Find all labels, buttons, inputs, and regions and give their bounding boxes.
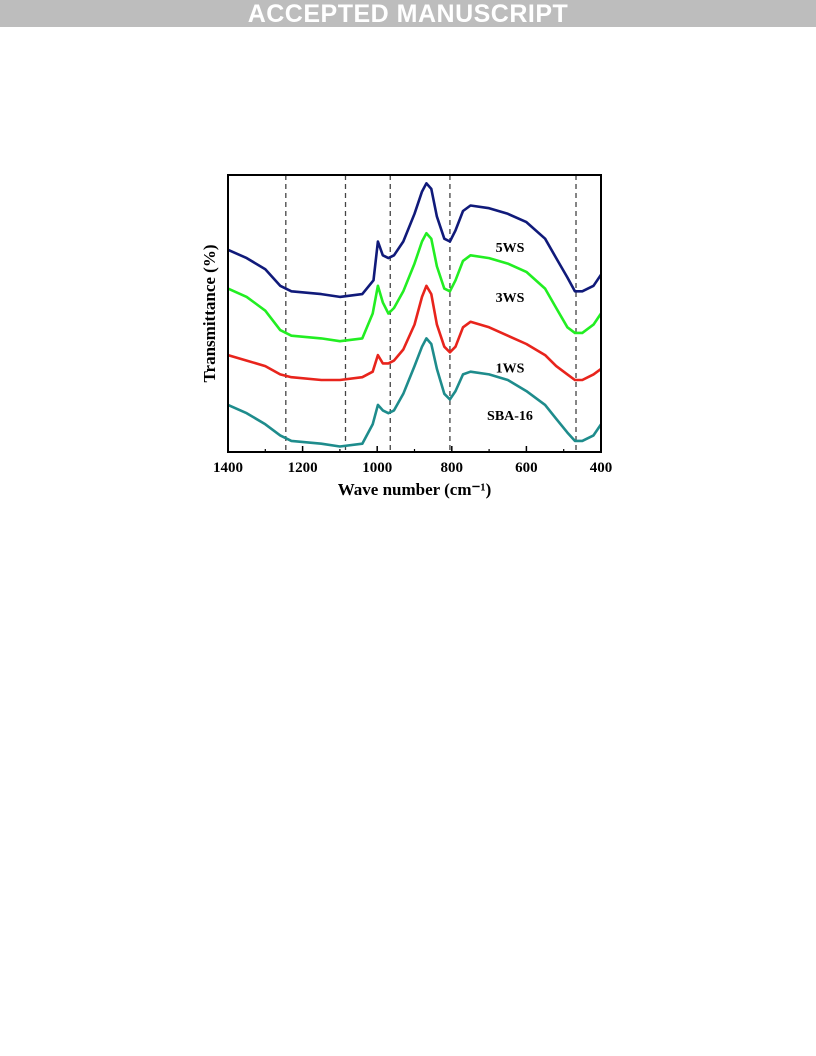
series-layer [227, 182, 603, 448]
y-axis-label: Transmittance (%) [202, 244, 219, 382]
series-line-1ws [227, 284, 602, 382]
series-label-5ws: 5WS [496, 241, 525, 256]
series-line-sba-16 [227, 337, 603, 448]
x-tick-label: 1200 [288, 460, 318, 476]
x-axis-label: Wave number (cm⁻¹) [338, 480, 492, 499]
series-labels: 5WS 3WS 1WS SBA-16 [487, 241, 533, 424]
series-line-5ws [227, 182, 603, 299]
x-tick-label: 400 [590, 460, 612, 476]
series-label-sba-16: SBA-16 [487, 409, 533, 424]
series-label-1ws: 1WS [496, 361, 525, 376]
x-tick-label: 1400 [213, 460, 243, 476]
x-axis-ticks: 1400 1200 1000 800 600 400 [213, 446, 612, 476]
x-tick-label: 800 [441, 460, 464, 476]
x-tick-label: 600 [515, 460, 538, 476]
ftir-chart: 1400 1200 1000 800 600 400 5WS 3WS 1WS SBA-16 Tr… [200, 168, 612, 508]
series-line-3ws [227, 231, 603, 343]
accepted-manuscript-banner: ACCEPTED MANUSCRIPT [0, 0, 816, 28]
x-tick-label: 1000 [362, 460, 392, 476]
chart-svg: 1400 1200 1000 800 600 400 5WS 3WS 1WS SBA-16 Tr… [200, 174, 612, 499]
series-label-3ws: 3WS [496, 291, 525, 306]
